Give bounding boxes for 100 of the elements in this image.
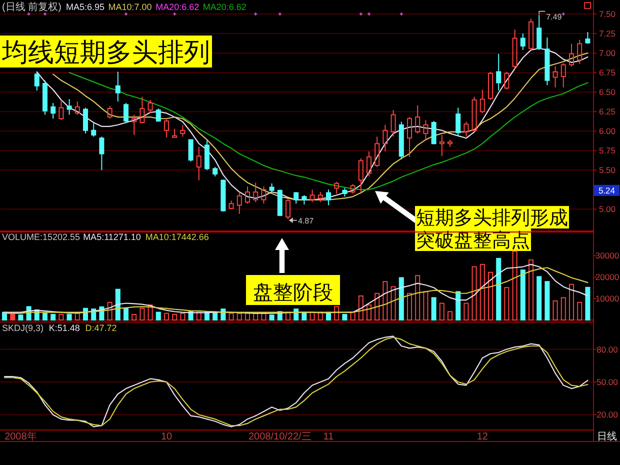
candlestick <box>91 122 96 138</box>
bar <box>148 304 153 320</box>
bar <box>115 288 120 320</box>
bar <box>439 302 444 320</box>
candlestick <box>66 98 72 116</box>
bar <box>585 286 590 320</box>
candlestick <box>107 106 112 120</box>
text: MA10:7.00 <box>108 2 152 12</box>
y-tick-label: 5.50 <box>598 165 616 176</box>
candlestick <box>560 62 566 88</box>
candlestick <box>366 150 372 177</box>
candlestick <box>496 53 502 92</box>
candlestick <box>512 29 518 70</box>
text: MA5:6.95 <box>66 2 105 12</box>
annotation: 7.49 <box>546 12 562 22</box>
bar <box>374 292 380 320</box>
candlestick <box>261 186 266 204</box>
candlestick <box>568 43 574 67</box>
candlestick <box>204 140 210 171</box>
candlestick <box>172 128 178 138</box>
candlestick <box>536 14 542 50</box>
candlestick <box>302 194 307 205</box>
candlestick <box>132 114 137 136</box>
candlestick <box>472 96 477 132</box>
candlestick <box>431 120 436 145</box>
bar <box>334 306 340 320</box>
candlestick <box>350 184 356 194</box>
bar <box>318 312 323 320</box>
candlestick <box>74 100 80 116</box>
candlestick <box>99 136 104 171</box>
candlestick <box>164 118 170 138</box>
candlestick <box>415 104 420 134</box>
annotation: 盘整阶段 <box>253 282 333 304</box>
annotation: 4.87 <box>298 216 314 226</box>
bar <box>390 286 396 320</box>
candlestick <box>294 191 299 204</box>
candlestick <box>456 107 461 136</box>
candlestick <box>374 136 380 168</box>
candlestick <box>439 134 444 157</box>
y-tick-label: 7.00 <box>598 48 616 58</box>
bar <box>132 314 137 320</box>
candlestick <box>277 189 282 217</box>
bar <box>228 312 234 320</box>
bar <box>520 269 526 320</box>
y-tick-label: 80.00 <box>596 344 618 354</box>
bar <box>253 312 258 320</box>
candlestick <box>196 146 202 181</box>
candlestick <box>285 198 291 220</box>
y-tick-label: 5.75 <box>598 146 616 156</box>
bar <box>544 281 550 320</box>
chart-title: VOLUME:15202.55 <box>2 232 80 242</box>
bar <box>180 312 186 320</box>
x-tick-label: 2008/10/22/三 <box>248 432 312 442</box>
candlestick <box>398 121 404 160</box>
candlestick <box>220 178 226 212</box>
y-tick-label: 50.00 <box>596 377 618 387</box>
y-tick-label: 6.75 <box>598 68 616 78</box>
bar <box>504 287 510 320</box>
candlestick <box>58 99 64 121</box>
bar <box>269 314 274 320</box>
bar <box>560 297 566 320</box>
bar <box>342 314 348 320</box>
bar <box>164 312 170 320</box>
candlestick <box>82 107 88 134</box>
candlestick <box>236 191 242 214</box>
bar <box>366 304 372 320</box>
bar <box>528 259 534 320</box>
bar <box>18 314 24 320</box>
candlestick <box>358 158 364 192</box>
candlestick <box>326 189 332 206</box>
bar <box>512 250 518 320</box>
bar <box>480 264 485 320</box>
bar <box>123 308 129 320</box>
bar <box>358 295 364 320</box>
candlestick <box>148 99 153 114</box>
line-series <box>68 72 588 190</box>
candlestick <box>180 124 186 138</box>
bar <box>285 312 291 320</box>
bar <box>406 292 412 320</box>
candlestick <box>585 31 590 44</box>
bar <box>382 281 388 320</box>
candlestick <box>50 102 56 120</box>
x-tick-label: 2008年 <box>4 430 37 442</box>
text: MA10:17442.66 <box>145 232 209 242</box>
y-tick-label: 6.50 <box>598 87 616 98</box>
text: D:47.72 <box>85 323 117 333</box>
bar <box>350 312 356 320</box>
candlestick <box>123 102 129 124</box>
candlestick <box>504 71 510 90</box>
candlestick <box>253 182 258 203</box>
candlestick <box>480 89 485 114</box>
candlestick <box>310 189 315 203</box>
y-tick-label: 20.00 <box>596 410 618 420</box>
bar <box>50 314 56 320</box>
legend-label: MA20:6.62 <box>156 2 200 12</box>
x-tick-label: 11 <box>323 432 334 442</box>
bar <box>447 311 453 320</box>
candlestick <box>34 72 40 92</box>
bar <box>58 314 64 320</box>
candlestick <box>528 18 534 50</box>
